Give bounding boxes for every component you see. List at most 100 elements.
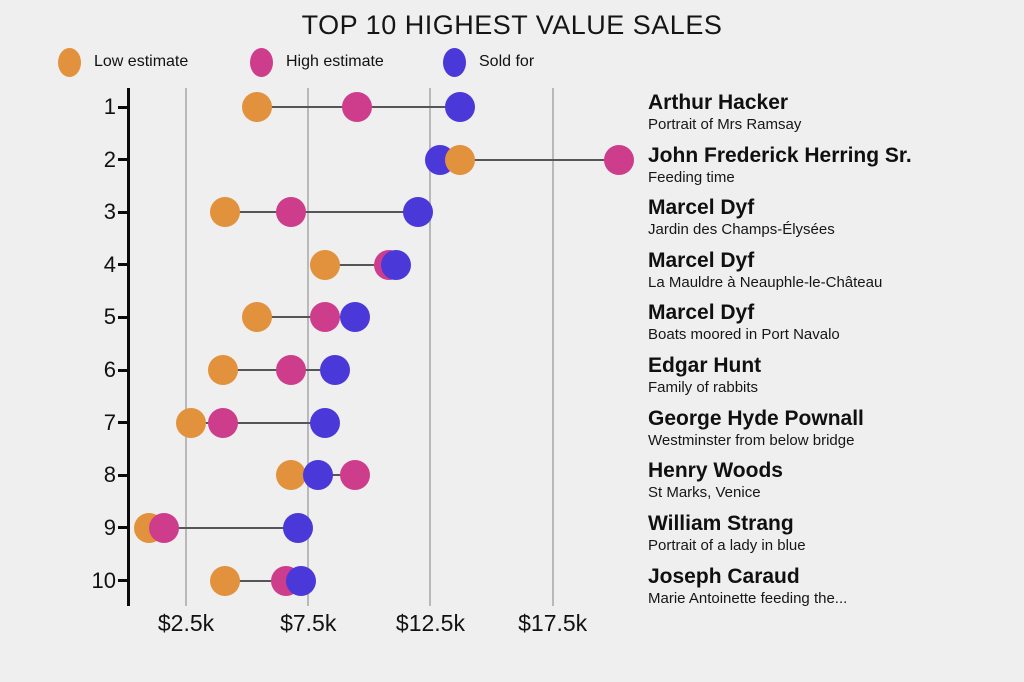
artwork-title: Jardin des Champs-Élysées [648,221,835,239]
row-label: George Hyde Pownall Westminster from belo… [648,407,1018,450]
artwork-title: Westminster from below bridge [648,431,855,449]
row-label: John Frederick Herring Sr. Feeding time [648,144,1018,187]
row-label: Marcel Dyf La Mauldre à Neauphle-le-Châte… [648,249,1018,292]
dot-low [444,144,475,175]
axis-tick-label: $2.5k [157,610,215,636]
dot-high [339,460,370,491]
row-tick [118,473,127,477]
artist-name: Marcel Dyf [648,248,755,272]
row-number: 4 [103,251,116,277]
artist-name: Edgar Hunt [648,354,762,378]
dot-high [603,144,634,175]
dot-sold [381,249,412,280]
dot-low [210,197,241,228]
row-tick [118,210,127,214]
low-estimate-dot-icon [58,47,81,77]
row-number: 1 [103,94,116,119]
dot-low [241,302,272,333]
axis-tick-label: $17.5k [518,610,588,636]
legend-item-sold: Sold for [443,44,534,80]
dot-sold [320,355,351,386]
dot-sold [444,92,475,122]
row-number: 6 [103,357,116,383]
artwork-title: St Marks, Venice [648,484,761,502]
connector-line [190,421,326,424]
row-label: Joseph Caraud Marie Antoinette feeding th… [648,565,1018,608]
row-tick [118,421,127,425]
dot-high [149,512,179,543]
gridline [551,88,554,606]
legend: Low estimate High estimate Sold for [0,44,1024,80]
row-label: Marcel Dyf Boats moored in Port Navalo [648,301,1018,344]
connector-line [149,526,299,529]
legend-label: High estimate [286,53,384,70]
artist-name: Marcel Dyf [648,301,755,325]
gridline [307,88,310,606]
sold-estimate-dot-icon [443,47,466,77]
connector-line [440,158,619,161]
row-tick [118,579,127,583]
artist-name: Arthur Hacker [648,91,789,114]
row-tick [118,526,127,530]
dot-high [276,355,307,386]
row-number: 3 [103,199,116,225]
row-number: 7 [103,409,116,435]
row-tick [118,368,127,372]
artwork-title: La Mauldre à Neauphle-le-Château [648,273,883,291]
row-number: 2 [103,146,116,172]
dot-sold [339,302,370,333]
artist-name: William Strang [648,511,794,535]
artwork-title: Marie Antoinette feeding the... [648,589,848,607]
dot-sold [285,565,316,596]
dot-sold [283,512,314,543]
dot-high [276,197,307,228]
artwork-title: Boats moored in Port Navalo [648,326,840,344]
gridline [185,88,187,606]
row-number: 5 [103,304,116,330]
dot-low [207,355,238,386]
connector-line [256,316,355,319]
legend-item-low: Low estimate [58,44,188,80]
chart-title: TOP 10 HIGHEST VALUE SALES [301,10,723,40]
dot-sold [403,197,434,228]
artist-name: Joseph Caraud [648,564,800,588]
dot-sold [303,460,333,491]
row-label: Edgar Hunt Family of rabbits [648,354,1018,397]
artist-name: Henry Woods [648,459,783,483]
dot-high [207,407,238,438]
artist-name: George Hyde Pownall [648,406,864,430]
row-label: William Strang Portrait of a lady in blue [648,512,1018,555]
row-number: 9 [103,514,116,540]
legend-item-high: High estimate [250,44,384,80]
dot-low [310,249,341,280]
dot-high [342,92,373,122]
dot-low [175,407,206,438]
y-axis-spine [126,88,130,606]
artwork-title: Feeding time [648,168,735,186]
axis-tick-label: $12.5k [395,610,465,636]
artist-name: Marcel Dyf [648,196,755,220]
row-label: Marcel Dyf Jardin des Champs-Élysées [648,196,1018,239]
row-number: 8 [103,462,116,488]
connector-line [325,263,397,266]
dot-low [276,460,307,491]
legend-label: Sold for [479,53,535,70]
legend-label: Low estimate [94,53,189,70]
connector-line [225,211,419,214]
row-number: 10 [91,567,116,593]
dot-low [241,92,272,122]
high-estimate-dot-icon [250,47,273,77]
row-label: Arthur Hacker Portrait of Mrs Ramsay [648,91,1018,134]
dot-sold [310,407,341,438]
axis-tick-label: $7.5k [280,610,337,636]
gridline [429,88,432,606]
dot-high [310,302,341,333]
artist-name: John Frederick Herring Sr. [648,143,912,167]
artwork-title: Portrait of Mrs Ramsay [648,116,802,133]
artwork-title: Family of rabbits [648,379,759,397]
row-tick [118,315,127,319]
connector-line [225,579,301,582]
row-tick [118,263,127,267]
row-tick [118,158,127,162]
